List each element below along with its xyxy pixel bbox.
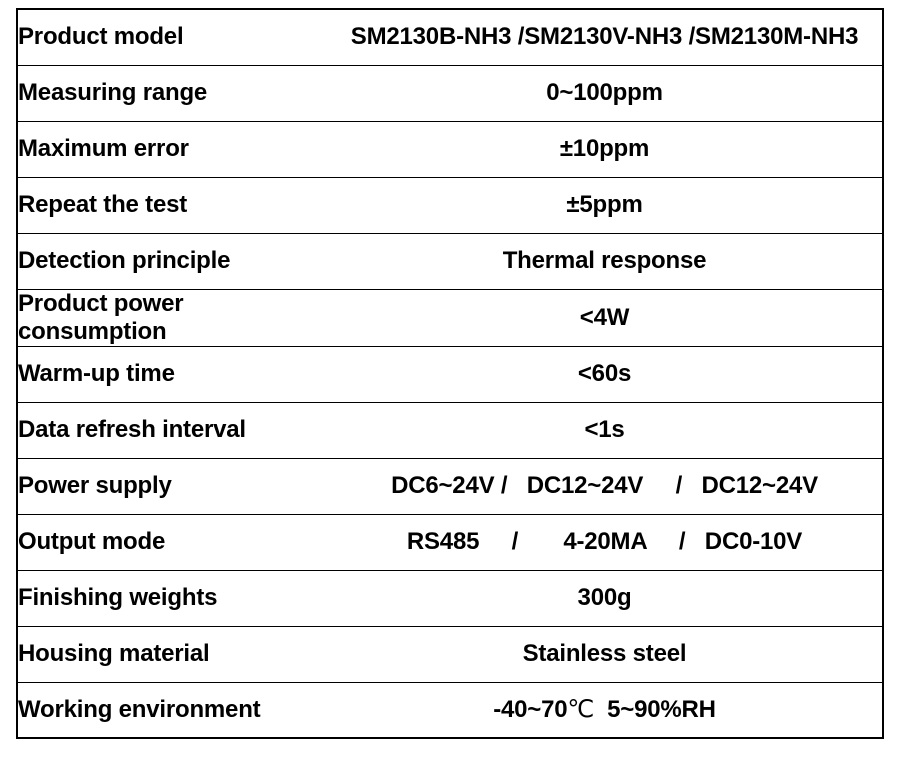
table-row: Product power consumption <4W	[17, 289, 883, 346]
table-row: Warm-up time <60s	[17, 346, 883, 402]
spec-value: Thermal response	[327, 233, 883, 289]
spec-value-text: 0~100ppm	[327, 79, 882, 107]
table-row: Finishing weights 300g	[17, 570, 883, 626]
spec-label: Power supply	[17, 458, 327, 514]
spec-label: Working environment	[17, 682, 327, 738]
spec-label: Warm-up time	[17, 346, 327, 402]
spec-label: Output mode	[17, 514, 327, 570]
spec-value-text: RS485 / 4-20MA / DC0-10V	[327, 528, 882, 556]
spec-value-text: DC6~24V / DC12~24V / DC12~24V	[327, 472, 882, 500]
spec-value-text: ±10ppm	[327, 135, 882, 163]
table-row: Working environment -40~70℃ 5~90%RH	[17, 682, 883, 738]
spec-value: ±5ppm	[327, 177, 883, 233]
table-row: Power supply DC6~24V / DC12~24V / DC12~2…	[17, 458, 883, 514]
spec-table: Product model SM2130B-NH3 /SM2130V-NH3 /…	[16, 8, 884, 739]
table-row: Repeat the test ±5ppm	[17, 177, 883, 233]
spec-value-text: -40~70℃ 5~90%RH	[327, 695, 882, 724]
table-row: Data refresh interval <1s	[17, 402, 883, 458]
spec-label: Measuring range	[17, 65, 327, 121]
spec-value: <1s	[327, 402, 883, 458]
spec-label: Data refresh interval	[17, 402, 327, 458]
spec-value: Stainless steel	[327, 626, 883, 682]
spec-label: Maximum error	[17, 121, 327, 177]
spec-value: -40~70℃ 5~90%RH	[327, 682, 883, 738]
table-row: Product model SM2130B-NH3 /SM2130V-NH3 /…	[17, 9, 883, 65]
spec-value-text: Thermal response	[327, 247, 882, 275]
table-row: Housing material Stainless steel	[17, 626, 883, 682]
spec-label: Product model	[17, 9, 327, 65]
spec-value: ±10ppm	[327, 121, 883, 177]
spec-table-body: Product model SM2130B-NH3 /SM2130V-NH3 /…	[17, 9, 883, 738]
spec-value: DC6~24V / DC12~24V / DC12~24V	[327, 458, 883, 514]
spec-value-text: <1s	[327, 416, 882, 444]
spec-label: Finishing weights	[17, 570, 327, 626]
spec-value-text: SM2130B-NH3 /SM2130V-NH3 /SM2130M-NH3	[327, 23, 882, 51]
spec-value: RS485 / 4-20MA / DC0-10V	[327, 514, 883, 570]
spec-value-text: 300g	[327, 584, 882, 612]
spec-label: Product power consumption	[17, 289, 327, 346]
table-row: Output mode RS485 / 4-20MA / DC0-10V	[17, 514, 883, 570]
spec-value-text: Stainless steel	[327, 640, 882, 668]
spec-value: SM2130B-NH3 /SM2130V-NH3 /SM2130M-NH3	[327, 9, 883, 65]
table-row: Detection principle Thermal response	[17, 233, 883, 289]
spec-value-text: <60s	[327, 360, 882, 388]
spec-value: 0~100ppm	[327, 65, 883, 121]
spec-value: <60s	[327, 346, 883, 402]
table-row: Maximum error ±10ppm	[17, 121, 883, 177]
spec-value-text: <4W	[327, 304, 882, 332]
spec-label: Detection principle	[17, 233, 327, 289]
spec-value: 300g	[327, 570, 883, 626]
table-row: Measuring range 0~100ppm	[17, 65, 883, 121]
spec-value-text: ±5ppm	[327, 191, 882, 219]
spec-label: Housing material	[17, 626, 327, 682]
spec-value: <4W	[327, 289, 883, 346]
spec-label: Repeat the test	[17, 177, 327, 233]
